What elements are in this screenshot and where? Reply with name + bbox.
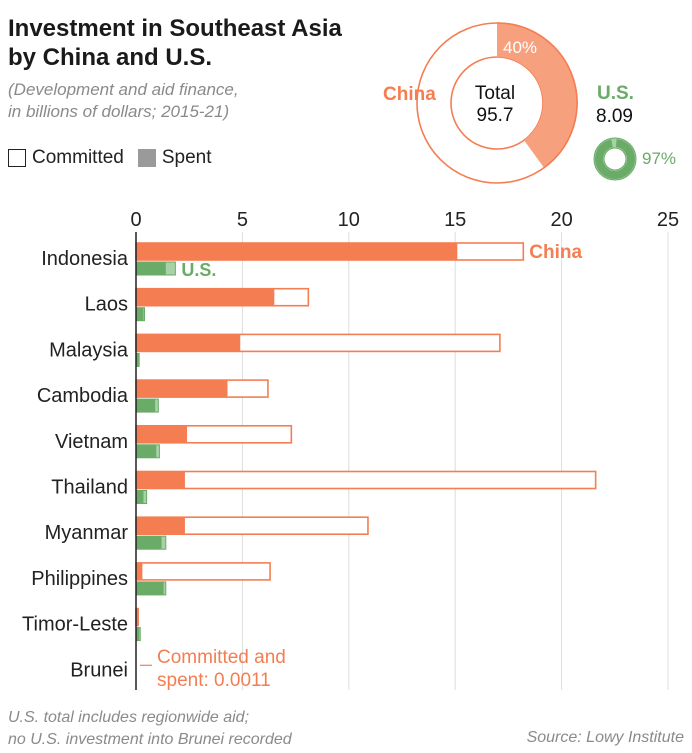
brunei-annotation: Committed and spent: 0.0011 [157, 646, 286, 692]
us-series-label: U.S. [181, 260, 216, 280]
footnote-line-2: no U.S. investment into Brunei recorded [8, 731, 292, 748]
donut-china-segment [496, 23, 577, 168]
china-spent-bar [136, 380, 228, 398]
china-spent-bar [136, 517, 185, 535]
donut-us-spent-segment [595, 139, 635, 179]
us-spent-bar [136, 444, 157, 458]
category-label: Timor-Leste [22, 614, 128, 636]
legend-spent-label: Spent [161, 147, 212, 168]
x-tick-label: 10 [338, 209, 360, 231]
legend-spent-swatch [137, 149, 156, 167]
title-line-2: by China and U.S. [8, 44, 213, 71]
china-committed-bar [135, 562, 271, 581]
x-tick-label: 20 [550, 209, 572, 231]
category-label: Brunei [70, 659, 128, 681]
china-series-label: China [529, 242, 582, 263]
donut-charts [416, 22, 637, 184]
brunei-annotation-line-2: spent: 0.0011 [157, 670, 271, 691]
us-spent-bar [136, 627, 140, 641]
china-spent-bar [136, 288, 275, 306]
donut-us-value: 8.09 [596, 106, 633, 127]
legend-committed-swatch [8, 149, 26, 167]
donut-china-pct: 40% [503, 38, 538, 57]
china-spent-bar [136, 425, 188, 443]
legend: Committed Spent [8, 147, 212, 169]
category-label: Indonesia [41, 248, 129, 270]
us-spent-bar [136, 399, 156, 413]
us-spent-bar [136, 307, 144, 321]
donut-total-value: 95.7 [476, 105, 514, 126]
us-spent-bar [136, 353, 139, 367]
legend-committed-label: Committed [32, 147, 124, 168]
category-label: Vietnam [55, 431, 128, 453]
china-committed-bar [135, 470, 597, 490]
china-spent-bar [136, 562, 143, 580]
china-spent-bar [136, 608, 139, 626]
donut-china-label: China [383, 84, 436, 105]
chart-subtitle: (Development and aid finance, in billion… [8, 79, 239, 123]
us-spent-bar [136, 581, 164, 595]
title-line-1: Investment in Southeast Asia [8, 15, 342, 42]
subtitle-line-1: (Development and aid finance, [8, 80, 239, 99]
donut-china-segment-edge [496, 22, 578, 169]
subtitle-line-2: in billions of dollars; 2015-21) [8, 102, 230, 121]
donut-us-label: U.S. [597, 83, 634, 104]
footnote-line-1: U.S. total includes regionwide aid; [8, 709, 250, 726]
donut-total-label: Total [474, 83, 516, 104]
category-label: Myanmar [45, 522, 129, 544]
us-spent-bar [136, 536, 162, 550]
donut-us-hole [603, 147, 627, 171]
us-spent-bar [136, 262, 166, 275]
category-label: Laos [85, 294, 128, 316]
china-spent-bar [136, 243, 458, 260]
donut-us-pct: 97% [642, 149, 677, 168]
category-label: Philippines [31, 568, 128, 590]
us-spent-bar [136, 490, 144, 504]
category-label: Thailand [51, 477, 128, 499]
x-axis-ticks: 0 5 10 15 20 25 [130, 209, 679, 231]
chart-title: Investment in Southeast Asia by China an… [8, 14, 342, 72]
donut-total: Total 95.7 [460, 83, 530, 127]
x-tick-label: 15 [444, 209, 466, 231]
x-tick-label: 25 [657, 209, 679, 231]
china-spent-bar [136, 334, 241, 352]
category-labels: Indonesia Laos Malaysia Cambodia Vietnam Thai… [22, 242, 582, 681]
x-tick-label: 0 [130, 209, 141, 231]
china-spent-bar [136, 471, 185, 489]
x-tick-label: 5 [237, 209, 248, 231]
brunei-annotation-line-1: Committed and [157, 647, 286, 668]
bar-layer [135, 242, 597, 666]
category-label: Cambodia [37, 385, 129, 407]
source-note: Source: Lowy Institute [526, 729, 684, 746]
grid-layer [241, 232, 669, 690]
footnote: U.S. total includes regionwide aid; no U… [8, 707, 292, 751]
category-label: Malaysia [49, 339, 129, 361]
